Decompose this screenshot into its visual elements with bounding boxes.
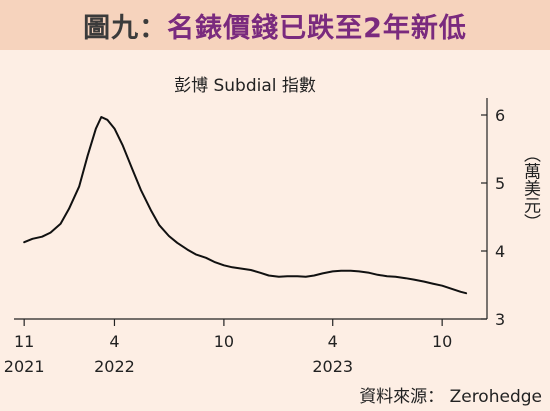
source-note: 資料來源： Zerohedge <box>359 387 542 407</box>
x-tick-label-month: 11 <box>14 332 34 351</box>
x-tick-label-month: 10 <box>432 332 452 351</box>
chart-title: 彭博 Subdial 指數 <box>174 76 316 96</box>
y-axis-ticks: 3 4 5 6 <box>481 106 505 329</box>
figure-title-text: 名錶價錢已跌至2年新低 <box>167 12 467 44</box>
x-tick-label-year: 2021 <box>4 357 45 376</box>
y-tick-label: 3 <box>495 310 505 329</box>
x-tick-label-month: 4 <box>109 332 119 351</box>
x-tick-label-year: 2023 <box>312 357 353 376</box>
y-tick-label: 4 <box>495 242 505 261</box>
series-line <box>23 116 468 295</box>
x-tick-label-month: 10 <box>214 332 234 351</box>
x-axis-ticks: 11 2021 4 2022 10 4 2023 10 <box>4 319 452 376</box>
figure-title: 圖九： 名錶價錢已跌至2年新低 <box>0 0 550 50</box>
y-tick-label: 6 <box>495 106 505 125</box>
x-tick-label-year: 2022 <box>94 357 135 376</box>
y-axis-label: （萬美元） <box>520 146 541 231</box>
figure-number: 圖九： <box>83 12 168 44</box>
y-tick-label: 5 <box>495 174 505 193</box>
x-tick-label-month: 4 <box>328 332 338 351</box>
